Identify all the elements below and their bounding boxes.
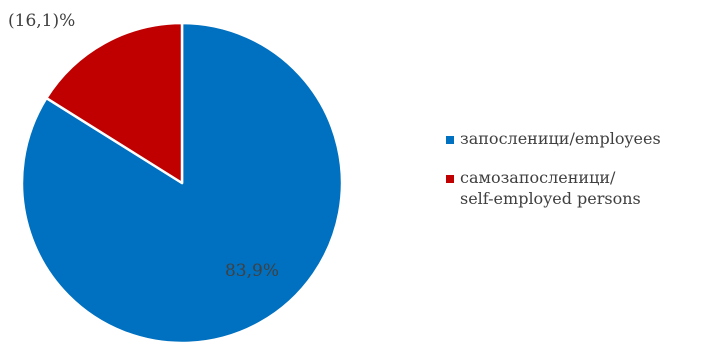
legend-item-employees: запосленици/employees — [446, 128, 661, 149]
data-label-employees: 83,9% — [225, 261, 279, 281]
pie-slice-self-employed — [45, 21, 184, 185]
legend-label-employees: запосленици/employees — [460, 129, 661, 148]
legend-swatch-employees — [446, 136, 454, 144]
legend: запосленици/employees самозапосленици/ s… — [446, 128, 661, 227]
legend-swatch-self-employed — [446, 175, 454, 183]
legend-label-self-employed: самозапосленици/ self-employed persons — [460, 168, 641, 208]
data-label-self-employed: (16,1)% — [8, 11, 75, 31]
legend-item-self-employed: самозапосленици/ self-employed persons — [446, 167, 661, 209]
